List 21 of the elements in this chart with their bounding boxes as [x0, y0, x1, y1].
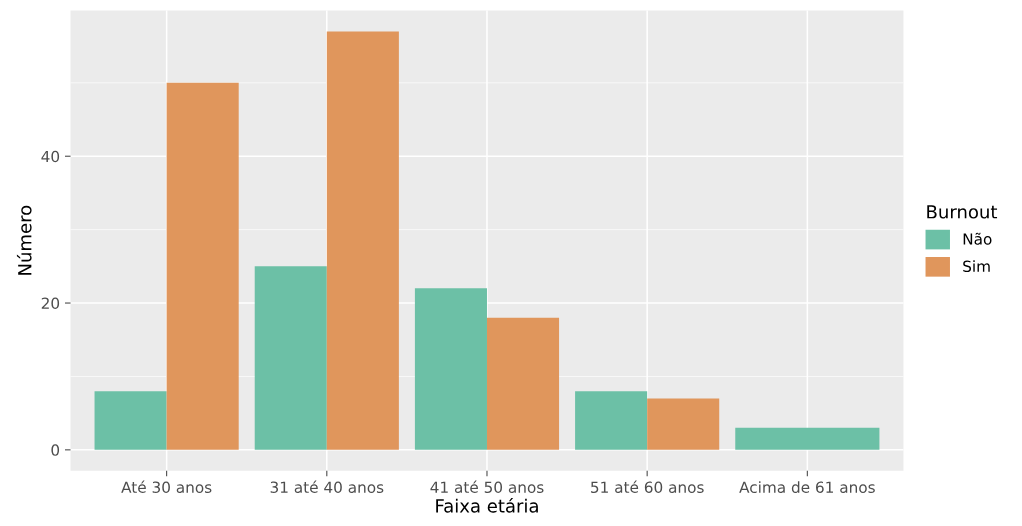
bar	[254, 266, 327, 450]
y-tick-label: 0	[51, 444, 60, 456]
x-tick-label: 51 até 60 anos	[591, 480, 704, 494]
x-tick-label: 31 até 40 anos	[270, 480, 384, 494]
x-axis-title: Faixa etária	[436, 498, 538, 513]
y-tick-label: 40	[41, 150, 60, 163]
y-axis-title: Número	[16, 205, 32, 275]
x-tick-label: Acima de 61 anos	[739, 481, 875, 494]
bar	[486, 317, 560, 450]
legend-label: Não	[963, 232, 992, 245]
bar	[647, 398, 720, 450]
x-tick-label: Até 30 anos	[121, 480, 212, 494]
bar	[166, 82, 239, 450]
bar	[414, 288, 487, 450]
bar	[94, 391, 167, 450]
legend-title: Burnout	[927, 205, 998, 219]
legend-label: Sim	[963, 260, 990, 273]
y-tick-label: 20	[41, 297, 60, 310]
bar	[326, 31, 399, 450]
x-tick-label: 41 até 50 anos	[430, 480, 544, 494]
bar	[575, 391, 648, 450]
